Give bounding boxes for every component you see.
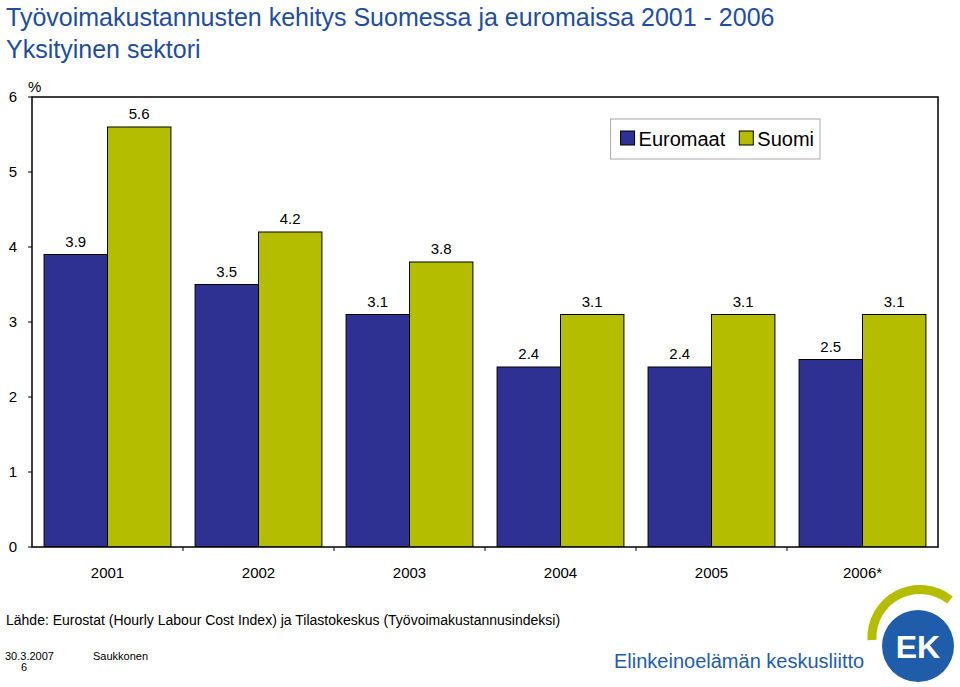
bar	[108, 127, 171, 547]
bar	[44, 255, 107, 548]
data-label: 3.1	[733, 293, 754, 310]
data-label: 3.1	[582, 293, 603, 310]
legend-label: Euromaat	[639, 128, 726, 150]
x-tick-label: 2005	[695, 564, 728, 581]
bar	[346, 315, 409, 548]
x-tick-label: 2004	[544, 564, 577, 581]
bar	[410, 262, 473, 547]
y-axis-label: %	[28, 78, 41, 95]
bar	[561, 315, 624, 548]
y-tick-label: 3	[9, 313, 17, 330]
data-label: 2.4	[518, 345, 539, 362]
data-labels: 3.9 5.6 3.5 4.2 3.1 3.8 2.4 3.1 2.4 3.1 2.5 3.1	[65, 105, 904, 362]
bar	[497, 367, 560, 547]
bars	[44, 127, 926, 547]
data-label: 3.1	[367, 293, 388, 310]
data-label: 2.4	[669, 345, 690, 362]
x-tick-label: 2002	[242, 564, 275, 581]
logo: EK	[872, 589, 954, 682]
x-tick-label: 2006*	[843, 564, 882, 581]
plot-frame	[32, 97, 938, 547]
y-tick-label: 2	[9, 388, 17, 405]
logo-text: EK	[896, 629, 940, 665]
bar	[863, 315, 926, 548]
y-tick-label: 4	[9, 238, 17, 255]
y-tick-label: 1	[9, 463, 17, 480]
legend-swatch	[621, 131, 635, 145]
subtitle: Yksityinen sektori	[6, 35, 201, 63]
legend-swatch	[739, 131, 753, 145]
legend: Euromaat Suomi	[611, 119, 820, 159]
bar	[799, 360, 862, 548]
footer-page: 6	[21, 661, 27, 673]
y-tick-label: 6	[9, 88, 17, 105]
data-label: 5.6	[129, 105, 150, 122]
footer-date: 30.3.2007	[5, 650, 54, 662]
organization-name: Elinkeinoelämän keskusliitto	[614, 650, 864, 672]
page: {"chart_data": {"type": "bar", "title": …	[0, 0, 960, 687]
bar	[195, 285, 258, 548]
y-tick-label: 0	[9, 538, 17, 555]
x-tick-label: 2003	[393, 564, 426, 581]
data-label: 2.5	[820, 338, 841, 355]
source-note: Lähde: Eurostat (Hourly Labour Cost Inde…	[6, 612, 560, 628]
chart: Työvoimakustannusten kehitys Suomessa ja…	[0, 0, 960, 687]
legend-box	[611, 119, 820, 159]
data-label: 3.1	[884, 293, 905, 310]
data-label: 3.9	[65, 233, 86, 250]
data-label: 3.5	[216, 263, 237, 280]
bar	[648, 367, 711, 547]
y-tick-label: 5	[9, 163, 17, 180]
footer-author: Saukkonen	[93, 650, 148, 662]
logo-circle	[882, 610, 954, 682]
data-label: 4.2	[280, 210, 301, 227]
data-label: 3.8	[431, 240, 452, 257]
x-tick-label: 2001	[91, 564, 124, 581]
title: Työvoimakustannusten kehitys Suomessa ja…	[6, 3, 774, 31]
bar	[259, 232, 322, 547]
legend-label: Suomi	[757, 128, 814, 150]
bar	[712, 315, 775, 548]
